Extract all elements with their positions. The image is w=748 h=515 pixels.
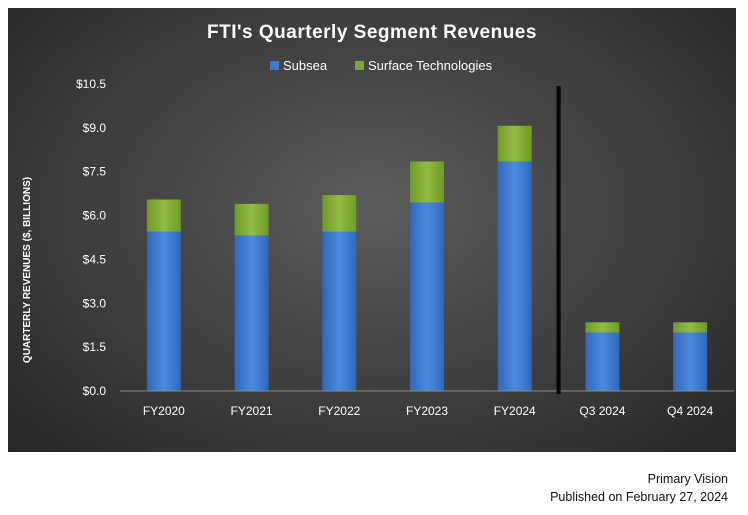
bar-subsea [673, 332, 708, 391]
x-tick-label: FY2021 [231, 404, 273, 418]
legend-swatch-1 [355, 61, 364, 70]
bar-subsea [146, 231, 181, 391]
bar-subsea [410, 202, 444, 391]
footer-date: Published on February 27, 2024 [550, 490, 728, 504]
y-tick-label: $6.0 [83, 209, 107, 223]
y-tick-label: $10.5 [76, 77, 106, 91]
chart-title: FTI's Quarterly Segment Revenues [207, 22, 537, 43]
x-tick-label: FY2020 [143, 404, 185, 418]
y-axis-label: QUARTERLY REVENUES ($, BILLIONS) [22, 177, 33, 363]
y-tick-label: $4.5 [83, 252, 107, 266]
bar-subsea [585, 332, 620, 391]
y-ticks: $0.0 $1.5 $3.0 $4.5 $6.0 $7.5 $9.0 $10.5 [76, 77, 106, 398]
legend: Subsea Surface Technologies [270, 58, 493, 73]
bar-surface-technologies [234, 203, 269, 236]
bar-surface-technologies [410, 161, 444, 203]
chart-svg: FTI's Quarterly Segment Revenues Subsea S… [22, 22, 734, 418]
bar-surface-technologies [497, 125, 532, 162]
x-tick-label: Q3 2024 [579, 404, 625, 418]
legend-swatch-0 [270, 61, 279, 70]
bars [146, 125, 708, 391]
x-tick-label: Q4 2024 [667, 404, 713, 418]
bar-subsea [497, 161, 532, 391]
footer-source: Primary Vision [647, 472, 728, 486]
x-tick-label: FY2024 [494, 404, 536, 418]
x-tick-label: FY2022 [318, 404, 360, 418]
y-tick-label: $3.0 [83, 296, 107, 310]
y-tick-label: $1.5 [83, 340, 107, 354]
bar-subsea [234, 235, 269, 391]
x-ticks: FY2020 FY2021 FY2022 FY2023 FY2024 Q3 2024 Q4 … [143, 404, 714, 418]
bar-subsea [322, 231, 357, 391]
y-tick-label: $7.5 [83, 165, 107, 179]
bar-surface-technologies [146, 199, 181, 232]
legend-label-1: Surface Technologies [368, 58, 493, 73]
bar-surface-technologies [322, 195, 357, 232]
legend-label-0: Subsea [283, 58, 328, 73]
x-tick-label: FY2023 [406, 404, 448, 418]
y-tick-label: $9.0 [83, 121, 107, 135]
bar-surface-technologies [673, 322, 708, 333]
bar-surface-technologies [585, 322, 620, 333]
chart-panel: FTI's Quarterly Segment Revenues Subsea S… [8, 8, 736, 452]
y-tick-label: $0.0 [83, 384, 107, 398]
